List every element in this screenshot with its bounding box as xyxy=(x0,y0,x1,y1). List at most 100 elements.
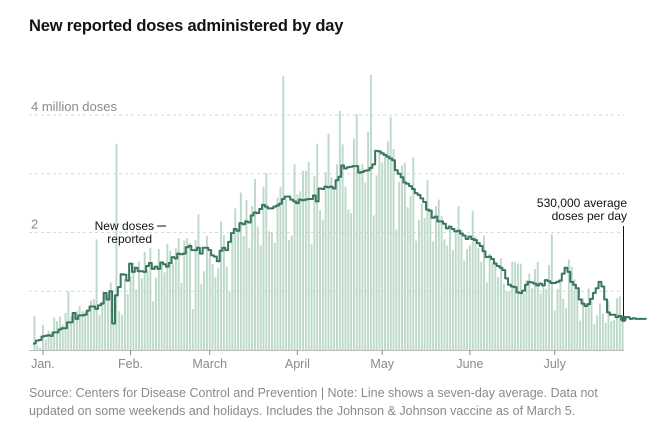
bar-day-186 xyxy=(556,288,559,350)
bar-day-95 xyxy=(299,191,302,350)
bar-day-171 xyxy=(514,261,517,350)
bar-day-185 xyxy=(553,310,556,350)
bar-day-189 xyxy=(565,308,567,350)
bar-day-146 xyxy=(443,239,446,350)
bar-day-161 xyxy=(485,282,488,350)
bar-day-200 xyxy=(596,315,599,350)
bar-day-162 xyxy=(488,253,491,350)
bar-day-78 xyxy=(251,206,254,350)
bar-day-163 xyxy=(491,262,494,350)
bar-day-96 xyxy=(302,170,305,350)
bar-day-16 xyxy=(75,311,78,350)
bar-day-121 xyxy=(372,215,375,350)
y-label-2: 2 xyxy=(31,217,38,232)
bar-day-29 xyxy=(112,322,115,350)
bar-day-99 xyxy=(310,244,313,350)
bar-day-100 xyxy=(313,176,316,350)
bar-day-88 xyxy=(279,187,282,350)
bar-day-114 xyxy=(352,138,355,350)
bar-day-15 xyxy=(73,312,75,350)
bar-day-122 xyxy=(375,175,378,350)
bar-day-147 xyxy=(446,245,449,350)
bar-day-157 xyxy=(474,236,477,350)
bar-day-181 xyxy=(542,284,545,350)
bar-day-196 xyxy=(584,303,587,350)
bar-day-83 xyxy=(265,173,268,350)
bar-day-19 xyxy=(84,311,87,350)
annotation-latest-value: 530,000 average doses per day xyxy=(537,196,627,223)
bar-day-3 xyxy=(39,347,42,350)
bar-day-179 xyxy=(536,261,539,350)
bar-day-18 xyxy=(81,311,84,350)
bar-day-150 xyxy=(454,232,457,350)
bar-day-30 xyxy=(115,143,118,350)
bar-day-127 xyxy=(389,116,392,350)
bar-day-25 xyxy=(101,301,104,350)
bar-day-31 xyxy=(118,311,121,350)
bar-day-119 xyxy=(367,132,370,350)
bar-day-24 xyxy=(98,314,101,350)
bar-day-113 xyxy=(350,213,353,350)
x-label-may: May xyxy=(370,357,394,371)
annotation-latest-value-row: doses per day xyxy=(552,209,627,223)
bar-day-107 xyxy=(333,189,336,350)
bar-day-73 xyxy=(237,231,239,350)
bar-day-115 xyxy=(355,114,358,350)
bar-day-47 xyxy=(163,272,166,350)
bar-day-139 xyxy=(423,217,426,350)
bar-day-43 xyxy=(152,301,155,350)
bar-day-48 xyxy=(166,243,169,350)
bar-day-156 xyxy=(471,210,474,350)
bar-day-164 xyxy=(494,261,497,350)
bar-day-160 xyxy=(483,235,485,350)
bar-day-203 xyxy=(604,322,607,350)
bar-day-2 xyxy=(36,345,39,350)
source-note: Source: Centers for Disease Control and … xyxy=(29,386,598,418)
bar-day-53 xyxy=(180,283,183,350)
x-label-jan: Jan. xyxy=(31,357,55,371)
bar-day-87 xyxy=(276,197,279,350)
bar-day-35 xyxy=(129,276,132,350)
bar-day-137 xyxy=(418,220,420,350)
bar-day-11 xyxy=(61,324,64,350)
doses-chart: 2 4 million doses Jan. Feb. March April May Ju… xyxy=(29,75,647,371)
bar-day-175 xyxy=(525,280,528,350)
bar-day-136 xyxy=(415,240,418,350)
bar-day-208 xyxy=(618,296,621,350)
bar-day-64 xyxy=(211,264,214,350)
bar-day-33 xyxy=(123,278,126,350)
bar-day-81 xyxy=(259,245,262,350)
bar-day-22 xyxy=(92,298,95,350)
bar-day-8 xyxy=(53,317,56,350)
bar-day-9 xyxy=(56,321,58,350)
bar-day-38 xyxy=(138,261,141,350)
bar-day-112 xyxy=(347,209,350,350)
bar-day-144 xyxy=(437,199,440,350)
daily-doses-bars xyxy=(33,75,624,351)
bar-day-123 xyxy=(378,149,381,350)
bar-day-17 xyxy=(78,305,81,350)
bar-day-56 xyxy=(188,243,191,350)
bar-day-20 xyxy=(87,310,90,350)
bar-day-172 xyxy=(516,263,519,350)
bar-day-82 xyxy=(262,186,265,350)
bar-day-209 xyxy=(621,317,624,350)
bar-day-183 xyxy=(548,264,551,350)
bar-day-120 xyxy=(369,75,372,351)
bar-day-90 xyxy=(285,199,288,350)
bar-day-126 xyxy=(386,141,389,350)
bar-day-187 xyxy=(559,278,562,350)
bar-day-94 xyxy=(296,194,299,350)
bar-day-190 xyxy=(567,259,570,350)
bar-day-195 xyxy=(582,298,584,350)
bar-day-151 xyxy=(457,206,460,350)
bar-day-54 xyxy=(183,240,186,350)
bar-day-63 xyxy=(208,252,211,350)
bar-day-106 xyxy=(330,177,333,350)
bar-day-68 xyxy=(222,235,225,350)
bar-day-101 xyxy=(316,143,319,350)
bar-day-37 xyxy=(135,289,138,350)
bar-day-77 xyxy=(248,247,251,350)
bar-day-69 xyxy=(225,266,228,350)
bar-day-39 xyxy=(140,278,143,350)
